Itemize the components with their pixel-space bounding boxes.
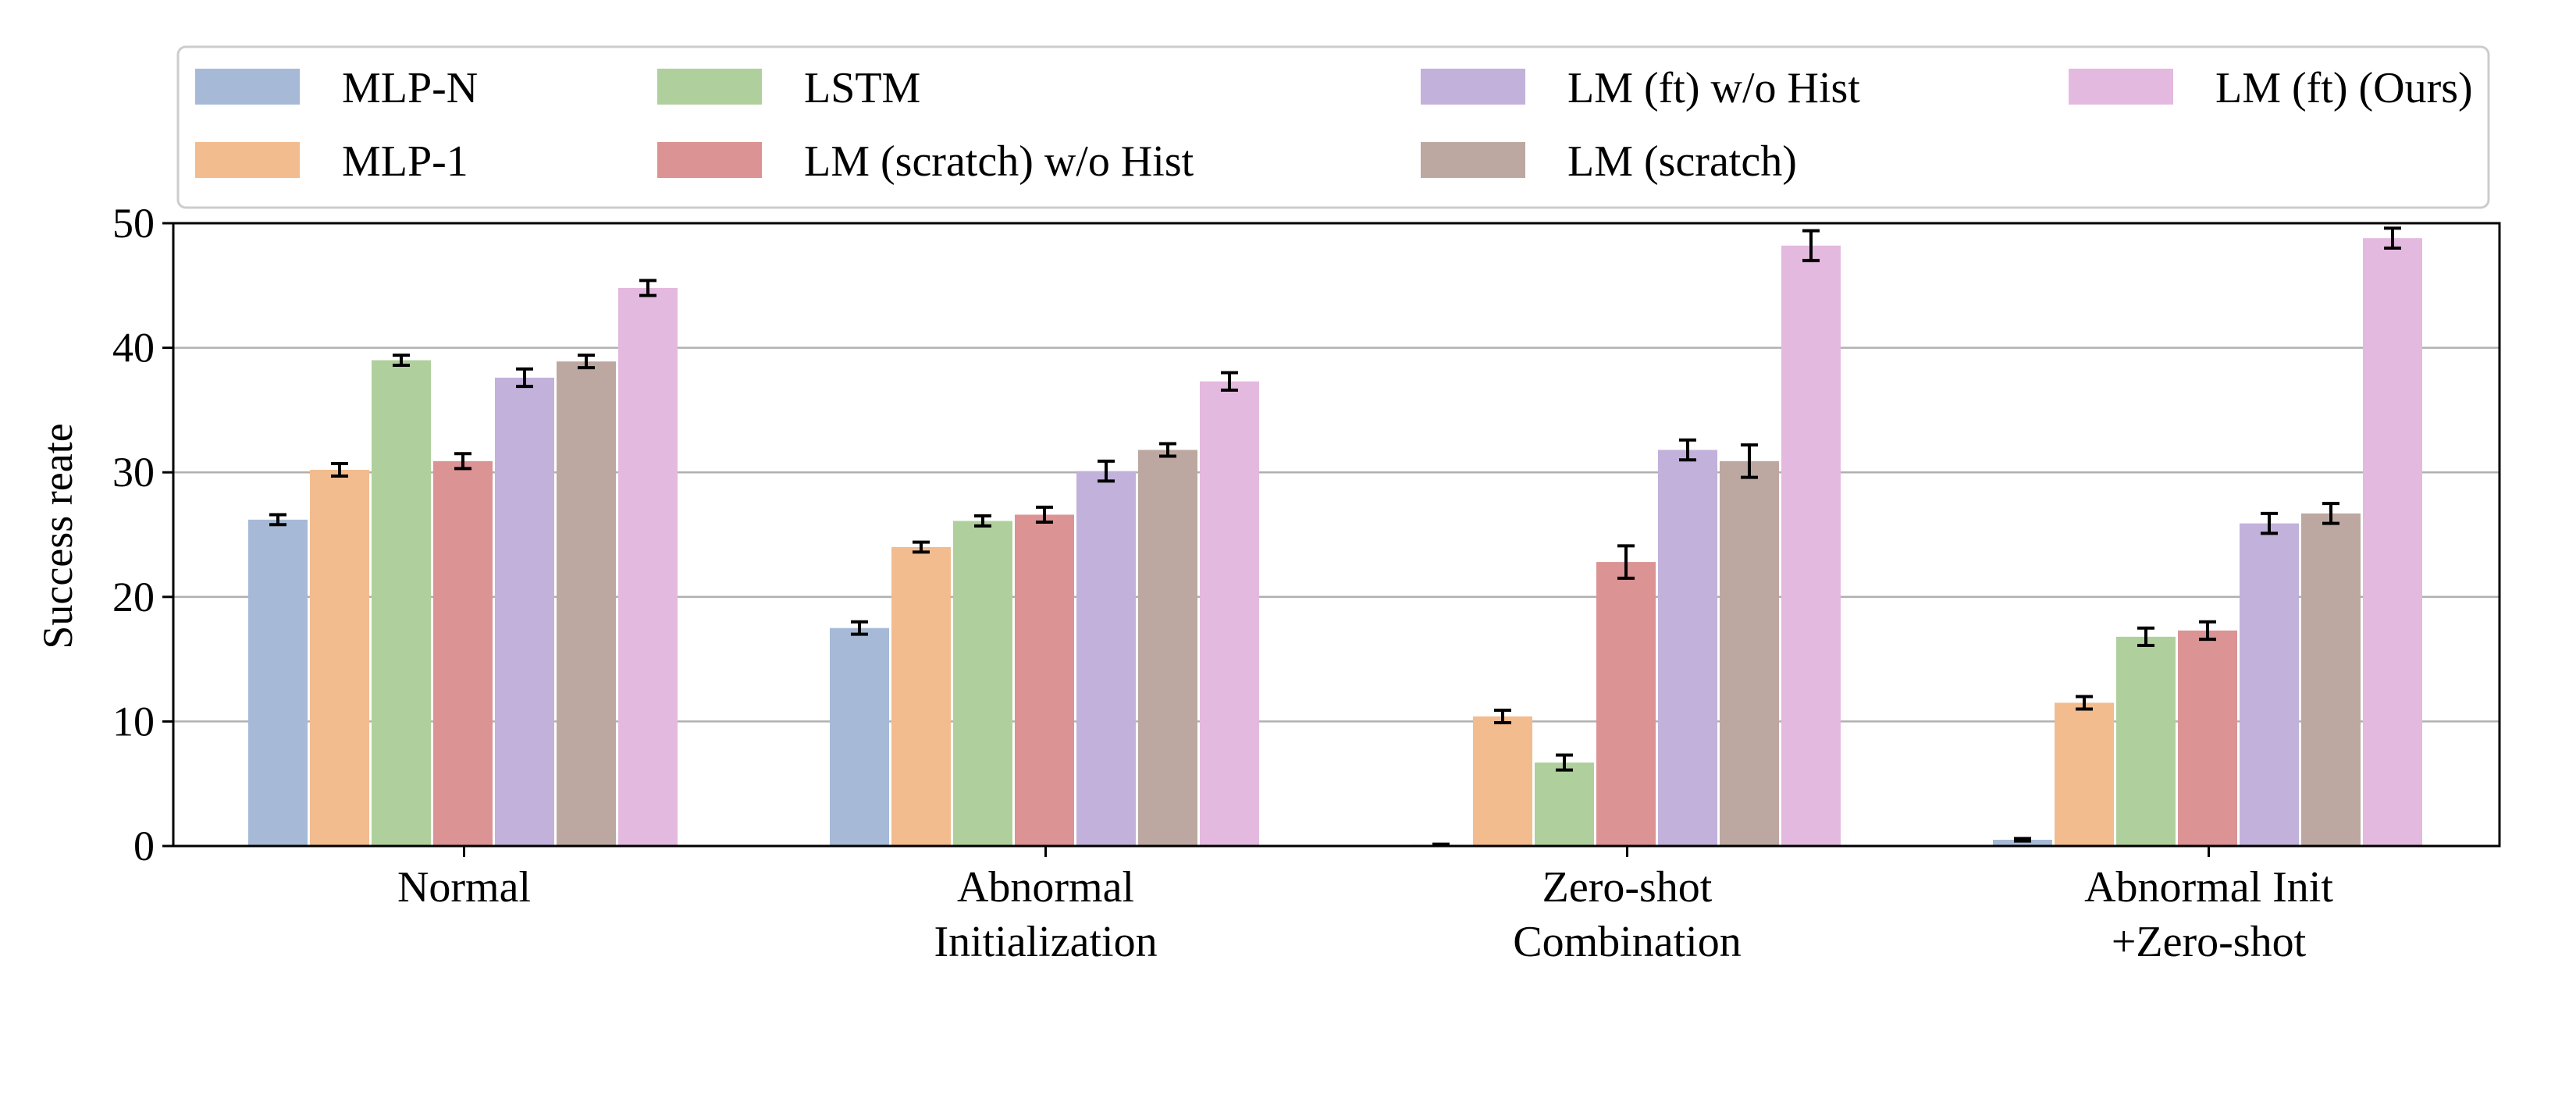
legend-swatch [1421, 142, 1525, 178]
bar [953, 521, 1012, 846]
legend-swatch [195, 69, 300, 105]
bar [1138, 450, 1197, 846]
plot-frame [172, 222, 2501, 848]
legend-label: MLP-N [342, 64, 478, 112]
legend-swatch [657, 69, 762, 105]
bar [1200, 381, 1259, 846]
bar [495, 377, 554, 846]
legend-swatch [2069, 69, 2173, 105]
bar [618, 287, 678, 846]
bar [2178, 630, 2237, 846]
bar [1596, 562, 1656, 846]
bar [891, 546, 951, 846]
bar [1473, 716, 1532, 846]
legend-label: LM (ft) (Ours) [2215, 64, 2473, 112]
bar [557, 361, 616, 846]
bar [2240, 523, 2299, 846]
bar [1658, 450, 1717, 846]
y-axis-label: Success reate [34, 423, 81, 649]
legend-label: MLP-1 [342, 137, 468, 186]
y-tick-label: 20 [112, 574, 155, 620]
bar [372, 360, 431, 846]
bar [1781, 245, 1841, 846]
bar [1076, 471, 1136, 846]
y-tick-label: 0 [133, 823, 155, 869]
x-tick-label: Zero-shot [1542, 863, 1713, 912]
bar [1015, 514, 1074, 846]
legend-label: LM (scratch) w/o Hist [804, 137, 1194, 186]
x-tick-label: Abnormal Init [2084, 863, 2333, 912]
y-tick-label: 10 [112, 698, 155, 745]
legend-label: LM (ft) w/o Hist [1567, 64, 1860, 112]
bar [1993, 840, 2052, 846]
legend-swatch [657, 142, 762, 178]
error-bars [269, 226, 2401, 848]
y-tick-label: 40 [112, 325, 155, 371]
x-tick-label: Initialization [934, 918, 1157, 966]
bar [2116, 636, 2176, 846]
x-tick-label: Normal [397, 863, 531, 912]
bar [1720, 460, 1779, 846]
legend-swatch [1421, 69, 1525, 105]
x-axis-ticks: Normal Abnormal Initialization Zero-shot Com… [397, 846, 2333, 966]
legend-label: LSTM [804, 64, 920, 112]
legend-swatch [195, 142, 300, 178]
bar [1535, 763, 1594, 846]
legend: MLP-N MLP-1 LSTM LM (scratch) w/o Hist LM (f… [176, 45, 2490, 209]
y-axis-ticks: 0 10 20 30 40 50 [112, 200, 173, 869]
x-tick-label: +Zero-shot [2112, 918, 2307, 966]
bar [310, 470, 369, 846]
bar [248, 519, 308, 846]
x-tick-label: Combination [1513, 918, 1741, 966]
y-tick-label: 30 [112, 449, 155, 496]
bars [248, 238, 2422, 847]
legend-label: LM (scratch) [1567, 137, 1797, 186]
bar [2301, 513, 2361, 846]
x-tick-label: Abnormal [957, 863, 1134, 912]
y-tick-label: 50 [112, 200, 155, 247]
bar [433, 460, 493, 846]
bar [2363, 238, 2422, 847]
bar [830, 627, 889, 846]
bar [2055, 702, 2114, 846]
